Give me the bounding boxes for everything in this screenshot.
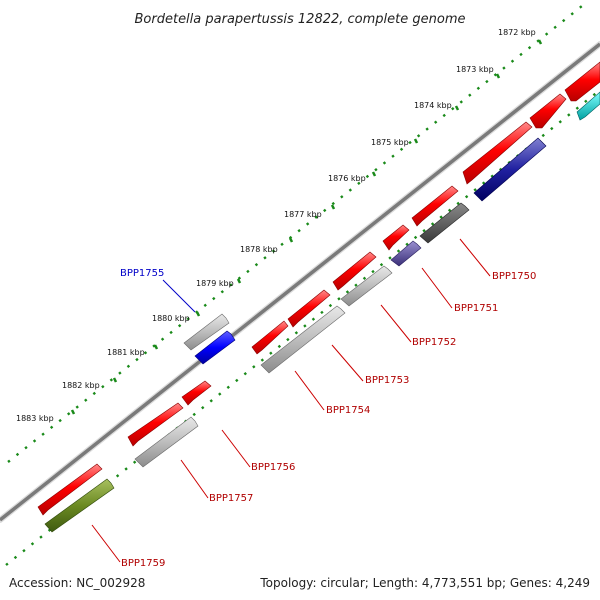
- genome-backbone-core: [0, 42, 600, 522]
- outer-tick-ring: [7, 5, 583, 463]
- gene-feature[interactable]: [411, 185, 459, 227]
- gene-feature[interactable]: [183, 313, 230, 351]
- genome-summary-text: Topology: circular; Length: 4,773,551 bp…: [259, 576, 590, 590]
- gene-feature[interactable]: [44, 478, 115, 533]
- tick-label-1882: 1882 kbp: [62, 381, 100, 390]
- gene-feature[interactable]: [576, 91, 600, 121]
- gene-feature[interactable]: [529, 93, 567, 129]
- gene-feature[interactable]: [134, 416, 199, 468]
- gene-feature[interactable]: [382, 224, 410, 251]
- tick-label-1875: 1875 kbp: [371, 138, 409, 147]
- tick-label-1873: 1873 kbp: [456, 65, 494, 74]
- gene-label-bpp1753[interactable]: BPP1753: [365, 375, 409, 386]
- tick-label-1879: 1879 kbp: [196, 279, 234, 288]
- gene-feature[interactable]: [181, 380, 212, 406]
- tick-label-1883: 1883 kbp: [16, 414, 54, 423]
- gene-feature[interactable]: [340, 265, 393, 307]
- gene-feature[interactable]: [564, 61, 600, 102]
- map-title: Bordetella parapertussis 12822, complete…: [135, 12, 466, 27]
- gene-label-bpp1754[interactable]: BPP1754: [326, 405, 370, 416]
- gene-feature[interactable]: [251, 320, 289, 355]
- gene-feature[interactable]: [194, 330, 236, 365]
- gene-label-bpp1750[interactable]: BPP1750: [492, 271, 536, 282]
- gene-label-bpp1759[interactable]: BPP1759: [121, 558, 165, 569]
- tick-label-1874: 1874 kbp: [414, 101, 452, 110]
- gene-label-bpp1756[interactable]: BPP1756: [251, 462, 295, 473]
- gene-feature[interactable]: [127, 402, 184, 447]
- gene-feature[interactable]: [260, 305, 346, 374]
- gene-feature[interactable]: [332, 251, 377, 291]
- gene-feature[interactable]: [287, 289, 331, 328]
- gene-feature[interactable]: [419, 202, 470, 244]
- gene-features: [37, 61, 600, 533]
- inner-tick-ring: [5, 89, 600, 566]
- gene-feature[interactable]: [473, 137, 547, 202]
- label-leaders: [91, 238, 491, 563]
- gene-label-bpp1752[interactable]: BPP1752: [412, 337, 456, 348]
- tick-label-1878: 1878 kbp: [240, 245, 278, 254]
- label-leader-blue: [162, 279, 196, 313]
- gene-label-bpp1757[interactable]: BPP1757: [209, 493, 253, 504]
- accession-text: Accession: NC_002928: [9, 576, 145, 590]
- kbp-ticks: [70, 39, 543, 415]
- gene-feature[interactable]: [462, 121, 533, 185]
- tick-label-1877: 1877 kbp: [284, 210, 322, 219]
- gene-label-bpp1755[interactable]: BPP1755: [120, 268, 164, 279]
- gene-label-bpp1751[interactable]: BPP1751: [454, 303, 498, 314]
- tick-label-1881: 1881 kbp: [107, 348, 145, 357]
- gene-feature[interactable]: [390, 240, 422, 267]
- tick-label-1876: 1876 kbp: [328, 174, 366, 183]
- tick-label-1872: 1872 kbp: [498, 28, 536, 37]
- tick-label-1880: 1880 kbp: [152, 314, 190, 323]
- gene-feature[interactable]: [37, 463, 103, 516]
